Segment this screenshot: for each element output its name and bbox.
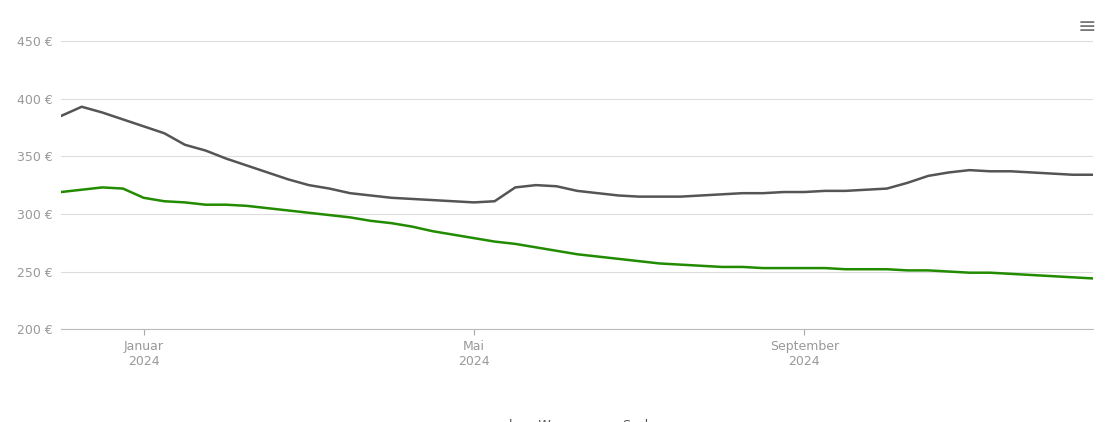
Text: ≡: ≡ — [1078, 17, 1097, 37]
Legend: lose Ware, Sackware: lose Ware, Sackware — [466, 414, 688, 422]
